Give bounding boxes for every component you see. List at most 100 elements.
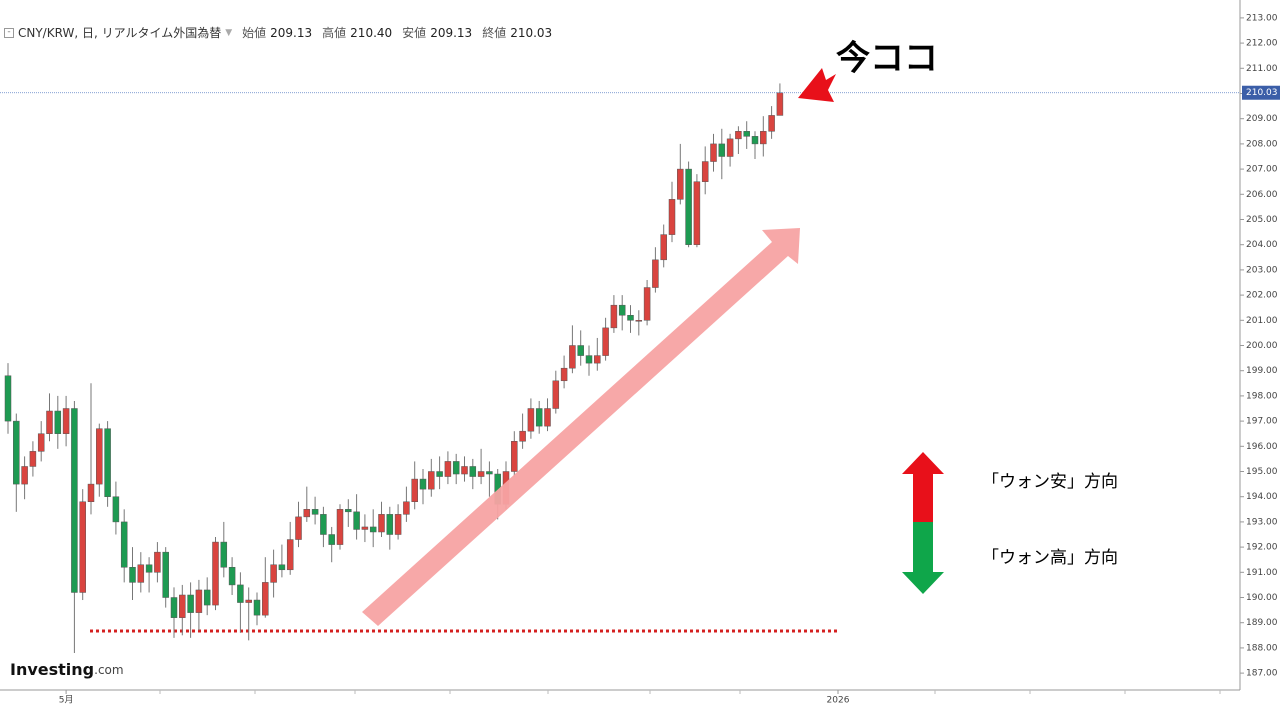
candle-body (660, 234, 667, 261)
candle-body (87, 483, 95, 502)
high-key: 高値 (322, 26, 347, 40)
dropdown[interactable]: ▼ (225, 27, 233, 38)
candle-body (369, 526, 377, 533)
candle-body (320, 514, 327, 535)
candle-body (145, 564, 153, 573)
candle-body (179, 594, 186, 618)
header: - CNY/KRW, 日, リアルタイム外国為替 ▼ 始値 209.13 高値 21… (4, 24, 552, 41)
candle-body (278, 564, 286, 571)
candle-body (378, 514, 385, 533)
candle-body (403, 501, 410, 515)
y-tick-label: 208.00 (1246, 139, 1278, 149)
now-label: 今ココ (836, 39, 938, 79)
candle-body (469, 466, 477, 477)
candle-body (286, 539, 294, 571)
y-tick-label: 189.00 (1246, 618, 1278, 628)
candle-body (13, 420, 20, 485)
candle-body (643, 287, 651, 321)
y-tick-label: 209.00 (1246, 114, 1278, 124)
logo: Investing.com (10, 660, 124, 679)
candle-body (270, 564, 277, 583)
candle-body (46, 410, 53, 434)
candle-body (419, 478, 427, 490)
candle-body (104, 428, 111, 497)
candle-body (4, 375, 12, 422)
candle-body (569, 345, 576, 369)
candle-body (535, 408, 543, 427)
candle-body (718, 143, 726, 157)
candle-body (477, 471, 485, 477)
candle-body (635, 320, 643, 322)
candle-body (677, 168, 684, 200)
candle-body (594, 355, 601, 364)
candle-body (21, 466, 28, 485)
candle-body (428, 471, 435, 490)
candle-body (237, 584, 244, 603)
low-value: 209.13 (430, 25, 473, 40)
open-key: 始値 (242, 26, 267, 40)
y-tick-label: 187.00 (1246, 669, 1278, 679)
collapse-icon[interactable]: - (4, 27, 14, 38)
candle-body (618, 304, 626, 316)
now-arrow (798, 68, 836, 102)
close-value: 210.03 (510, 25, 553, 40)
candle-body (668, 199, 676, 235)
candle-body (154, 551, 161, 573)
strong-arrow (902, 522, 944, 594)
candle-body (120, 521, 128, 568)
candle-body (560, 367, 568, 382)
last-price-label: 210.03 (1246, 88, 1278, 98)
candle-body (328, 534, 335, 545)
candle-body (129, 567, 136, 583)
y-tick-label: 206.00 (1246, 190, 1278, 200)
y-tick-label: 188.00 (1246, 643, 1278, 653)
candle-body (54, 410, 62, 434)
candle-body (187, 594, 194, 613)
candle-body (726, 138, 734, 157)
candle-body (203, 589, 211, 606)
y-tick-label: 201.00 (1246, 316, 1278, 326)
candle-body (627, 315, 634, 321)
candle-body (486, 471, 493, 475)
candle-body (577, 345, 584, 356)
candle-body (610, 304, 618, 329)
y-tick-label: 190.00 (1246, 593, 1278, 603)
y-tick-label: 197.00 (1246, 417, 1278, 427)
candle-body (79, 501, 86, 593)
candle-body (436, 471, 443, 477)
month-ticks (159, 690, 1221, 694)
candle-body (62, 408, 70, 434)
candle-body (751, 136, 759, 145)
candle-body (311, 509, 319, 515)
candle-body (262, 582, 269, 616)
candle-body (461, 466, 468, 475)
high-value: 210.40 (350, 25, 393, 40)
candle-body (760, 131, 767, 145)
candle-body (345, 509, 352, 513)
candle-body (585, 355, 593, 364)
candle-body (336, 509, 344, 545)
y-tick-label: 195.00 (1246, 467, 1278, 477)
y-tick-label: 205.00 (1246, 215, 1278, 225)
candle-body (511, 441, 518, 472)
candle-body (444, 461, 452, 477)
candle-body (693, 181, 701, 245)
candle-body (776, 92, 784, 116)
low-key: 安値 (402, 26, 427, 40)
x-tick-label: 2026 (827, 696, 850, 706)
candle-body (652, 259, 659, 288)
candle-body (353, 511, 360, 530)
candle-body (137, 564, 145, 583)
candle-body (29, 451, 37, 467)
candle-body (303, 509, 311, 518)
trend-arrow (362, 228, 800, 626)
candle-body (602, 327, 609, 356)
y-tick-label: 194.00 (1246, 492, 1278, 502)
candle-body (768, 115, 775, 132)
candle-body (228, 567, 236, 586)
candle-body (743, 131, 750, 137)
y-tick-label: 211.00 (1246, 64, 1278, 74)
y-tick-label: 202.00 (1246, 291, 1278, 301)
